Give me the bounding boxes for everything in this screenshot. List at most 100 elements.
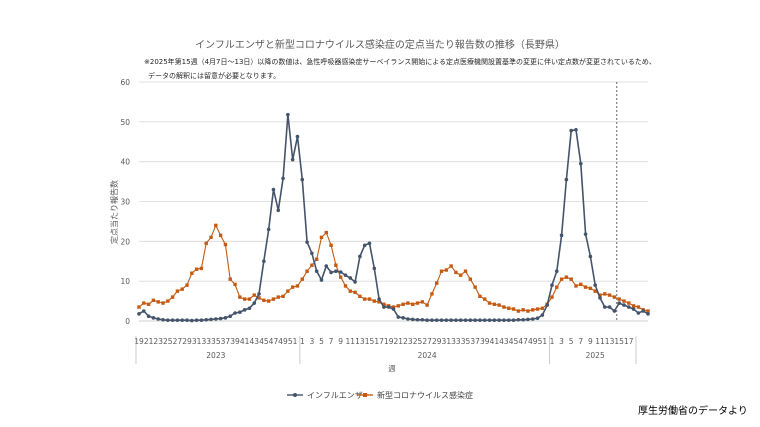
data-point: [300, 277, 304, 281]
data-point: [439, 269, 444, 273]
data-point: [439, 318, 444, 323]
data-point: [190, 271, 194, 275]
data-point: [295, 284, 300, 288]
x-tick-label: 1: [550, 337, 555, 346]
data-point: [161, 318, 165, 322]
data-point: [473, 285, 477, 289]
data-point: [151, 298, 156, 302]
data-point: [646, 312, 650, 316]
data-point: [142, 301, 146, 305]
data-point: [166, 318, 170, 323]
data-point: [564, 275, 569, 279]
data-point: [526, 309, 530, 313]
data-point: [507, 306, 511, 310]
data-point: [631, 307, 636, 311]
data-point: [420, 318, 425, 322]
data-point: [487, 318, 492, 323]
data-point: [468, 277, 473, 281]
y-tick-label: 30: [120, 198, 130, 207]
data-point: [559, 277, 564, 281]
data-point: [214, 223, 218, 228]
x-tick-label: 51: [538, 337, 548, 346]
data-point: [180, 287, 184, 291]
data-point: [199, 266, 204, 271]
data-point: [348, 276, 353, 280]
data-point: [564, 177, 569, 182]
data-point: [348, 289, 352, 293]
x-tick-label: 43: [249, 337, 259, 346]
data-point: [454, 270, 458, 275]
data-point: [190, 318, 194, 323]
data-point: [300, 177, 305, 182]
gridlines: [139, 81, 648, 322]
data-point: [329, 243, 333, 248]
x-tick-label: 41: [240, 337, 250, 346]
data-point: [276, 295, 280, 299]
data-point: [430, 292, 434, 296]
data-point: [430, 318, 434, 323]
data-point: [242, 308, 247, 312]
data-point: [257, 296, 261, 300]
data-point: [175, 318, 180, 323]
data-point: [156, 300, 160, 304]
data-point: [559, 233, 564, 238]
data-point: [382, 302, 386, 306]
data-point: [353, 290, 357, 295]
data-point: [170, 318, 175, 323]
data-point: [161, 301, 165, 305]
data-point: [636, 305, 641, 309]
data-point: [175, 289, 180, 293]
data-point: [555, 285, 559, 289]
data-point: [334, 263, 338, 267]
data-point: [295, 134, 300, 139]
x-tick-label: 3: [309, 337, 314, 346]
x-tick-label: 7: [329, 337, 334, 346]
data-point: [526, 317, 530, 322]
x-tick-label: 21: [394, 337, 404, 346]
chart-note-line-2: データの解釈には留意が必要となります。: [148, 71, 280, 80]
series-line: [138, 114, 649, 322]
data-point: [343, 273, 348, 277]
data-point: [204, 241, 208, 246]
y-tick-label: 60: [120, 78, 130, 87]
x-tick-label: 35: [461, 337, 471, 346]
data-point: [410, 317, 415, 322]
data-point: [583, 285, 588, 289]
data-point: [535, 316, 540, 321]
data-point: [343, 284, 348, 288]
data-point: [406, 317, 410, 321]
data-point: [382, 305, 386, 309]
data-point: [218, 316, 223, 321]
data-point: [262, 298, 266, 302]
data-point: [166, 299, 170, 303]
data-point: [151, 316, 156, 320]
data-point: [444, 268, 449, 272]
x-tick-label: 35: [211, 337, 221, 346]
x-tick-label: 5: [569, 337, 574, 346]
data-point: [607, 293, 612, 297]
data-point: [362, 297, 367, 301]
y-tick-label: 0: [125, 317, 130, 326]
x-tick-label: 29: [182, 337, 192, 346]
legend-marker: [293, 393, 297, 397]
data-point: [319, 278, 324, 282]
data-point: [334, 269, 338, 274]
x-tick-label: 29: [432, 337, 442, 346]
legend-label: 新型コロナウイルス感染症: [377, 390, 473, 400]
x-tick-label: 27: [422, 337, 432, 346]
data-point: [435, 281, 439, 285]
data-point: [218, 233, 223, 238]
data-point: [142, 309, 146, 313]
data-point: [271, 187, 276, 192]
data-point: [497, 303, 501, 307]
data-point: [314, 257, 319, 261]
data-point: [319, 235, 324, 240]
data-point: [242, 297, 247, 301]
data-point: [281, 176, 285, 181]
data-point: [329, 270, 333, 275]
x-tick-label: 31: [192, 337, 202, 346]
x-tick-label: 45: [509, 337, 519, 346]
data-point: [377, 300, 381, 304]
data-point: [607, 305, 612, 309]
x-tick-label: 11: [346, 337, 356, 346]
